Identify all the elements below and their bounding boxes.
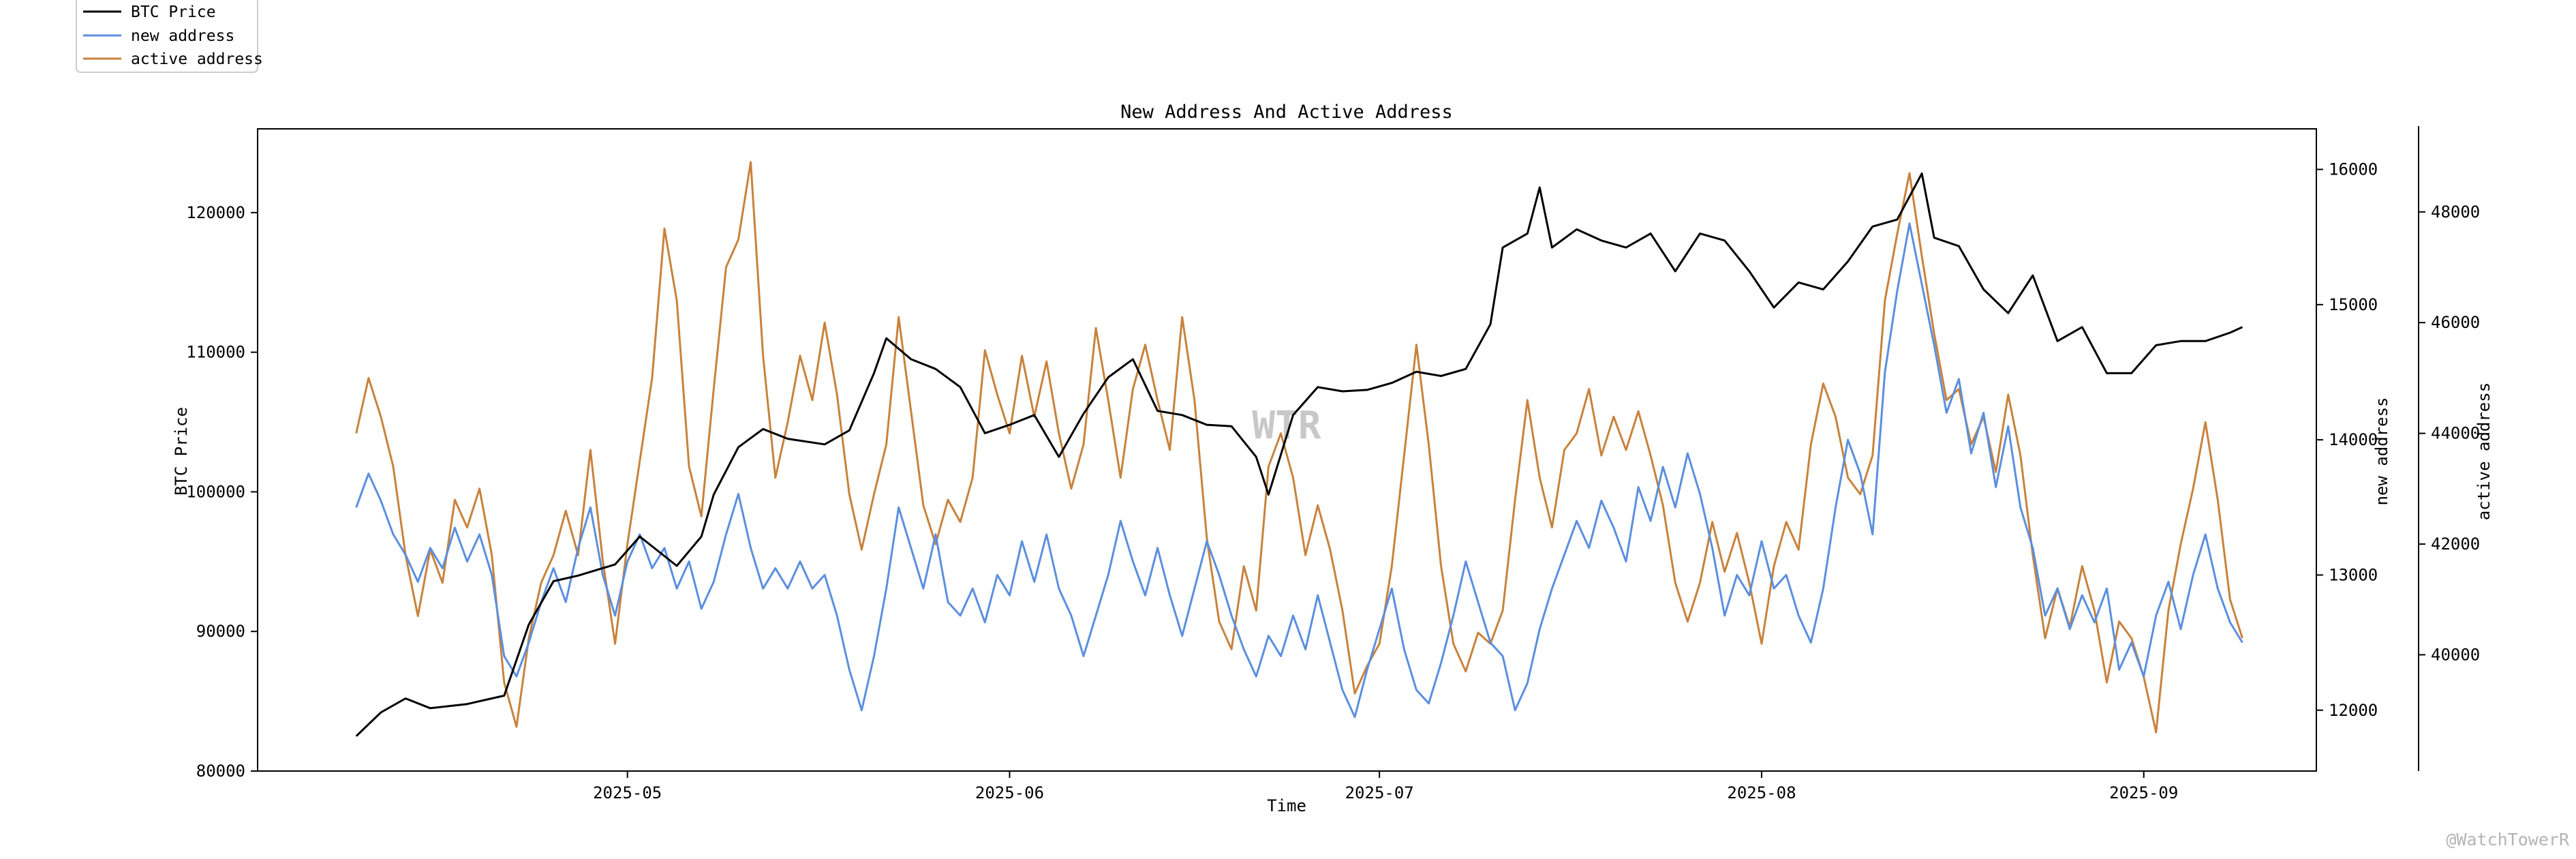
active-address-axis-title: active address	[2474, 382, 2494, 520]
legend: BTC Price new address active address	[76, 0, 263, 73]
chart-title: New Address And Active Address	[1120, 102, 1453, 123]
active-address-tick-label: 46000	[2431, 313, 2480, 332]
new-address-tick-label: 15000	[2329, 295, 2378, 314]
new-address-tick-label: 14000	[2329, 430, 2378, 449]
active-address-axis: 40000 42000 44000 46000 48000	[2419, 202, 2480, 664]
btc-price-tick-label: 100000	[186, 482, 245, 501]
series-line-active-address	[355, 161, 2243, 734]
legend-frame	[76, 0, 258, 73]
x-tick-label: 2025-08	[1727, 783, 1796, 802]
legend-label-new-address: new address	[131, 27, 234, 45]
plot-frame	[257, 128, 2317, 772]
active-address-tick-label: 40000	[2431, 645, 2480, 664]
x-tick-label: 2025-07	[1345, 783, 1414, 802]
active-address-tick-label: 42000	[2431, 534, 2480, 554]
legend-label-active-address: active address	[131, 50, 263, 68]
new-address-tick-label: 13000	[2329, 565, 2378, 584]
btc-price-tick-label: 120000	[186, 203, 245, 222]
new-address-tick-label: 16000	[2329, 160, 2378, 179]
series-line-new-address	[355, 222, 2243, 719]
btc-price-axis-title: BTC Price	[172, 407, 191, 496]
btc-price-tick-label: 110000	[186, 343, 245, 362]
x-axis: 2025-05 2025-06 2025-07 2025-08 2025-09	[593, 771, 2178, 802]
new-address-axis-title: new address	[2372, 397, 2391, 506]
active-address-tick-label: 44000	[2431, 424, 2480, 443]
btc-price-axis: 80000 90000 100000 110000 120000	[186, 203, 258, 781]
x-axis-title: Time	[1267, 796, 1306, 815]
x-tick-label: 2025-06	[975, 783, 1044, 802]
legend-label-btc-price: BTC Price	[131, 3, 216, 21]
btc-price-tick-label: 90000	[196, 622, 245, 641]
series-line-btc-price	[355, 172, 2243, 737]
watermark: WTR	[1252, 404, 1321, 448]
active-address-tick-label: 48000	[2431, 202, 2480, 222]
new-address-tick-label: 12000	[2329, 701, 2378, 720]
x-tick-label: 2025-05	[593, 783, 662, 802]
credit-watermark: @WatchTowerR	[2446, 830, 2570, 849]
series-layer	[355, 161, 2243, 737]
btc-price-tick-label: 80000	[196, 762, 245, 781]
x-tick-label: 2025-09	[2109, 783, 2178, 802]
new-address-axis: 12000 13000 14000 15000 16000	[2316, 160, 2378, 720]
